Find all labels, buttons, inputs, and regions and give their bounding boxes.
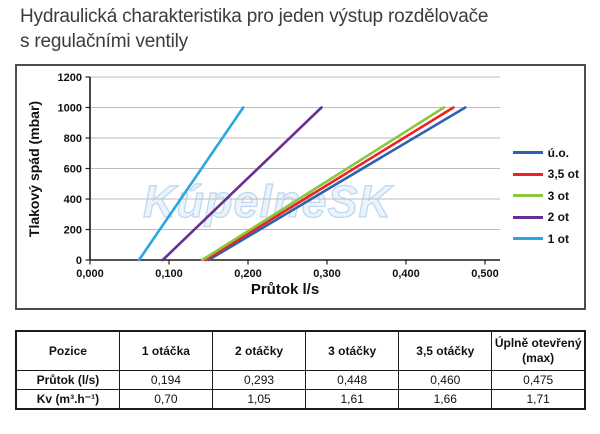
x-tick-label: 0,000: [76, 268, 104, 280]
data-cell: 1,61: [305, 389, 400, 409]
row-label: Průtok (l/s): [15, 370, 120, 390]
series-line-1 ot: [137, 106, 245, 262]
table-header: Pozice 1 otáčka 2 otáčky 3 otáčky 3,5 otáčky…: [15, 330, 586, 371]
legend-label: 1 ot: [547, 231, 569, 246]
x-tick-label: 0,300: [313, 268, 341, 280]
y-tick-label: 1200: [58, 72, 82, 84]
legend-label: 3 ot: [547, 188, 569, 203]
legend-line-swatch: [512, 194, 543, 198]
y-tick-label: 200: [64, 225, 82, 237]
table-header-cell-4: 3,5 otáčky: [398, 330, 493, 371]
table-header-cell-2: 2 otáčky: [211, 330, 307, 371]
y-tick-label: 1000: [58, 103, 82, 115]
y-tick-label: 0: [76, 255, 82, 267]
data-cell: 1,05: [211, 389, 307, 409]
legend-line-swatch: [512, 215, 543, 219]
table-row: Průtok (l/s) 0,194 0,293 0,448 0,460 0,475: [15, 370, 586, 390]
table-header-cell-1: 1 otáčka: [118, 330, 213, 371]
series-line-3 ot: [200, 106, 446, 262]
legend-entry-1 ot: 1 ot: [512, 228, 579, 250]
data-table: Pozice 1 otáčka 2 otáčky 3 otáčky 3,5 otáčky…: [15, 330, 586, 410]
y-tick-label: 600: [64, 164, 82, 176]
page-title: Hydraulická charakteristika pro jeden vý…: [20, 5, 585, 54]
series-line-3,5 ot: [204, 106, 455, 262]
series-line-ú.o.: [207, 106, 467, 262]
legend-label: 3,5 ot: [547, 167, 579, 182]
data-cell: 0,460: [398, 370, 493, 390]
data-cell: 1,66: [398, 389, 493, 409]
legend-line-swatch: [512, 151, 543, 155]
chart-legend: ú.o. 3,5 ot 3 ot 2 ot 1 ot: [512, 142, 579, 250]
data-cell: 0,194: [118, 370, 213, 390]
legend-entry-2 ot: 2 ot: [512, 207, 579, 229]
table-header-cell-3: 3 otáčky: [305, 330, 400, 371]
table-header-cell-5: Úplně otevřený (max): [491, 330, 586, 371]
legend-entry-ú.o.: ú.o.: [512, 142, 579, 164]
legend-label: 2 ot: [547, 210, 569, 225]
data-cell: 1,71: [491, 389, 586, 409]
data-cell: 0,448: [305, 370, 400, 390]
data-cell: 0,70: [118, 389, 213, 409]
y-tick-label: 800: [64, 133, 82, 145]
legend-entry-3,5 ot: 3,5 ot: [512, 164, 579, 186]
page-title-line1: Hydraulická charakteristika pro jeden vý…: [20, 6, 489, 27]
line-chart: 0 200 400 600 800 1000 1200 0,000 0,100 0,200 0,30…: [26, 72, 500, 298]
x-tick-label: 0,200: [234, 268, 262, 280]
y-tick-label: 400: [64, 194, 82, 206]
series-line-2 ot: [161, 106, 323, 262]
legend-line-swatch: [512, 172, 543, 176]
data-cell: 0,475: [491, 370, 586, 390]
x-axis-title: Průtok l/s: [251, 281, 319, 298]
table-header-cell-0: Pozice: [15, 330, 120, 371]
chart-panel: KúpelneSK 0 200 400 600 800 1000 1200 0,000 0,10…: [15, 64, 586, 310]
x-tick-label: 0,500: [471, 268, 499, 280]
legend-label: ú.o.: [547, 145, 569, 160]
row-label: Kv (m³.h⁻¹): [15, 389, 120, 409]
y-axis-title: Tlakový spád (mbar): [26, 101, 42, 237]
legend-entry-3 ot: 3 ot: [512, 185, 579, 207]
x-tick-label: 0,400: [392, 268, 420, 280]
legend-line-swatch: [512, 237, 543, 241]
data-cell: 0,293: [211, 370, 307, 390]
page-title-line2: s regulačními ventily: [20, 30, 188, 52]
x-tick-label: 0,100: [155, 268, 183, 280]
table-row: Kv (m³.h⁻¹) 0,70 1,05 1,61 1,66 1,71: [15, 389, 586, 409]
